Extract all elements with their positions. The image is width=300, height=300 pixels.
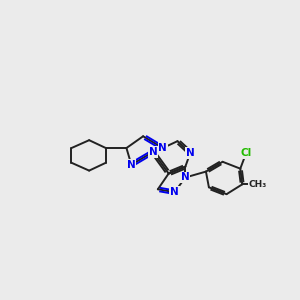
Text: N: N bbox=[158, 143, 167, 153]
Text: CH₃: CH₃ bbox=[249, 180, 267, 189]
Text: N: N bbox=[181, 172, 190, 182]
Text: Cl: Cl bbox=[241, 148, 252, 158]
Text: N: N bbox=[127, 160, 136, 170]
Text: N: N bbox=[148, 147, 157, 157]
Text: N: N bbox=[186, 148, 195, 158]
Text: N: N bbox=[170, 187, 179, 197]
